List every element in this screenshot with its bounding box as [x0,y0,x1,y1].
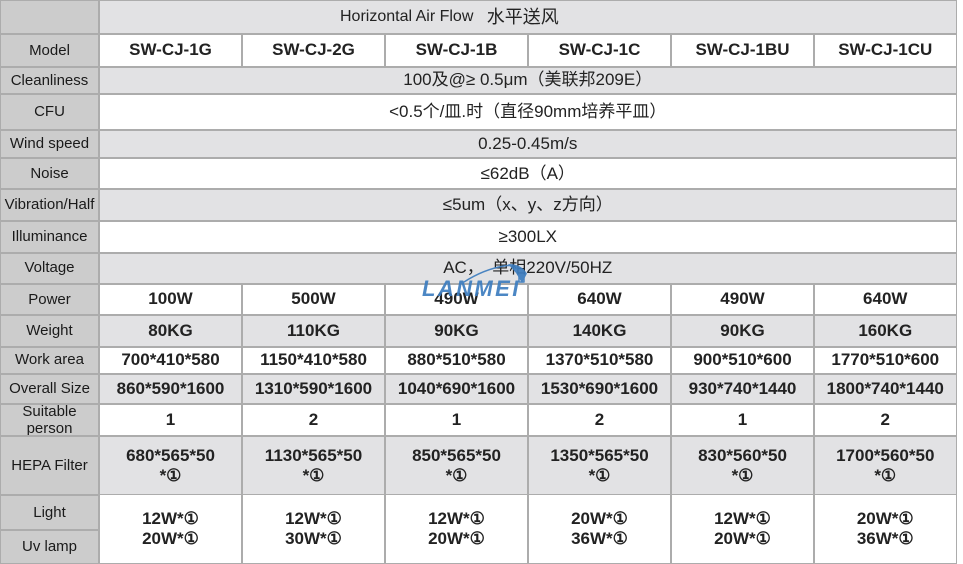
svg-text:LANMEI: LANMEI [422,276,521,301]
